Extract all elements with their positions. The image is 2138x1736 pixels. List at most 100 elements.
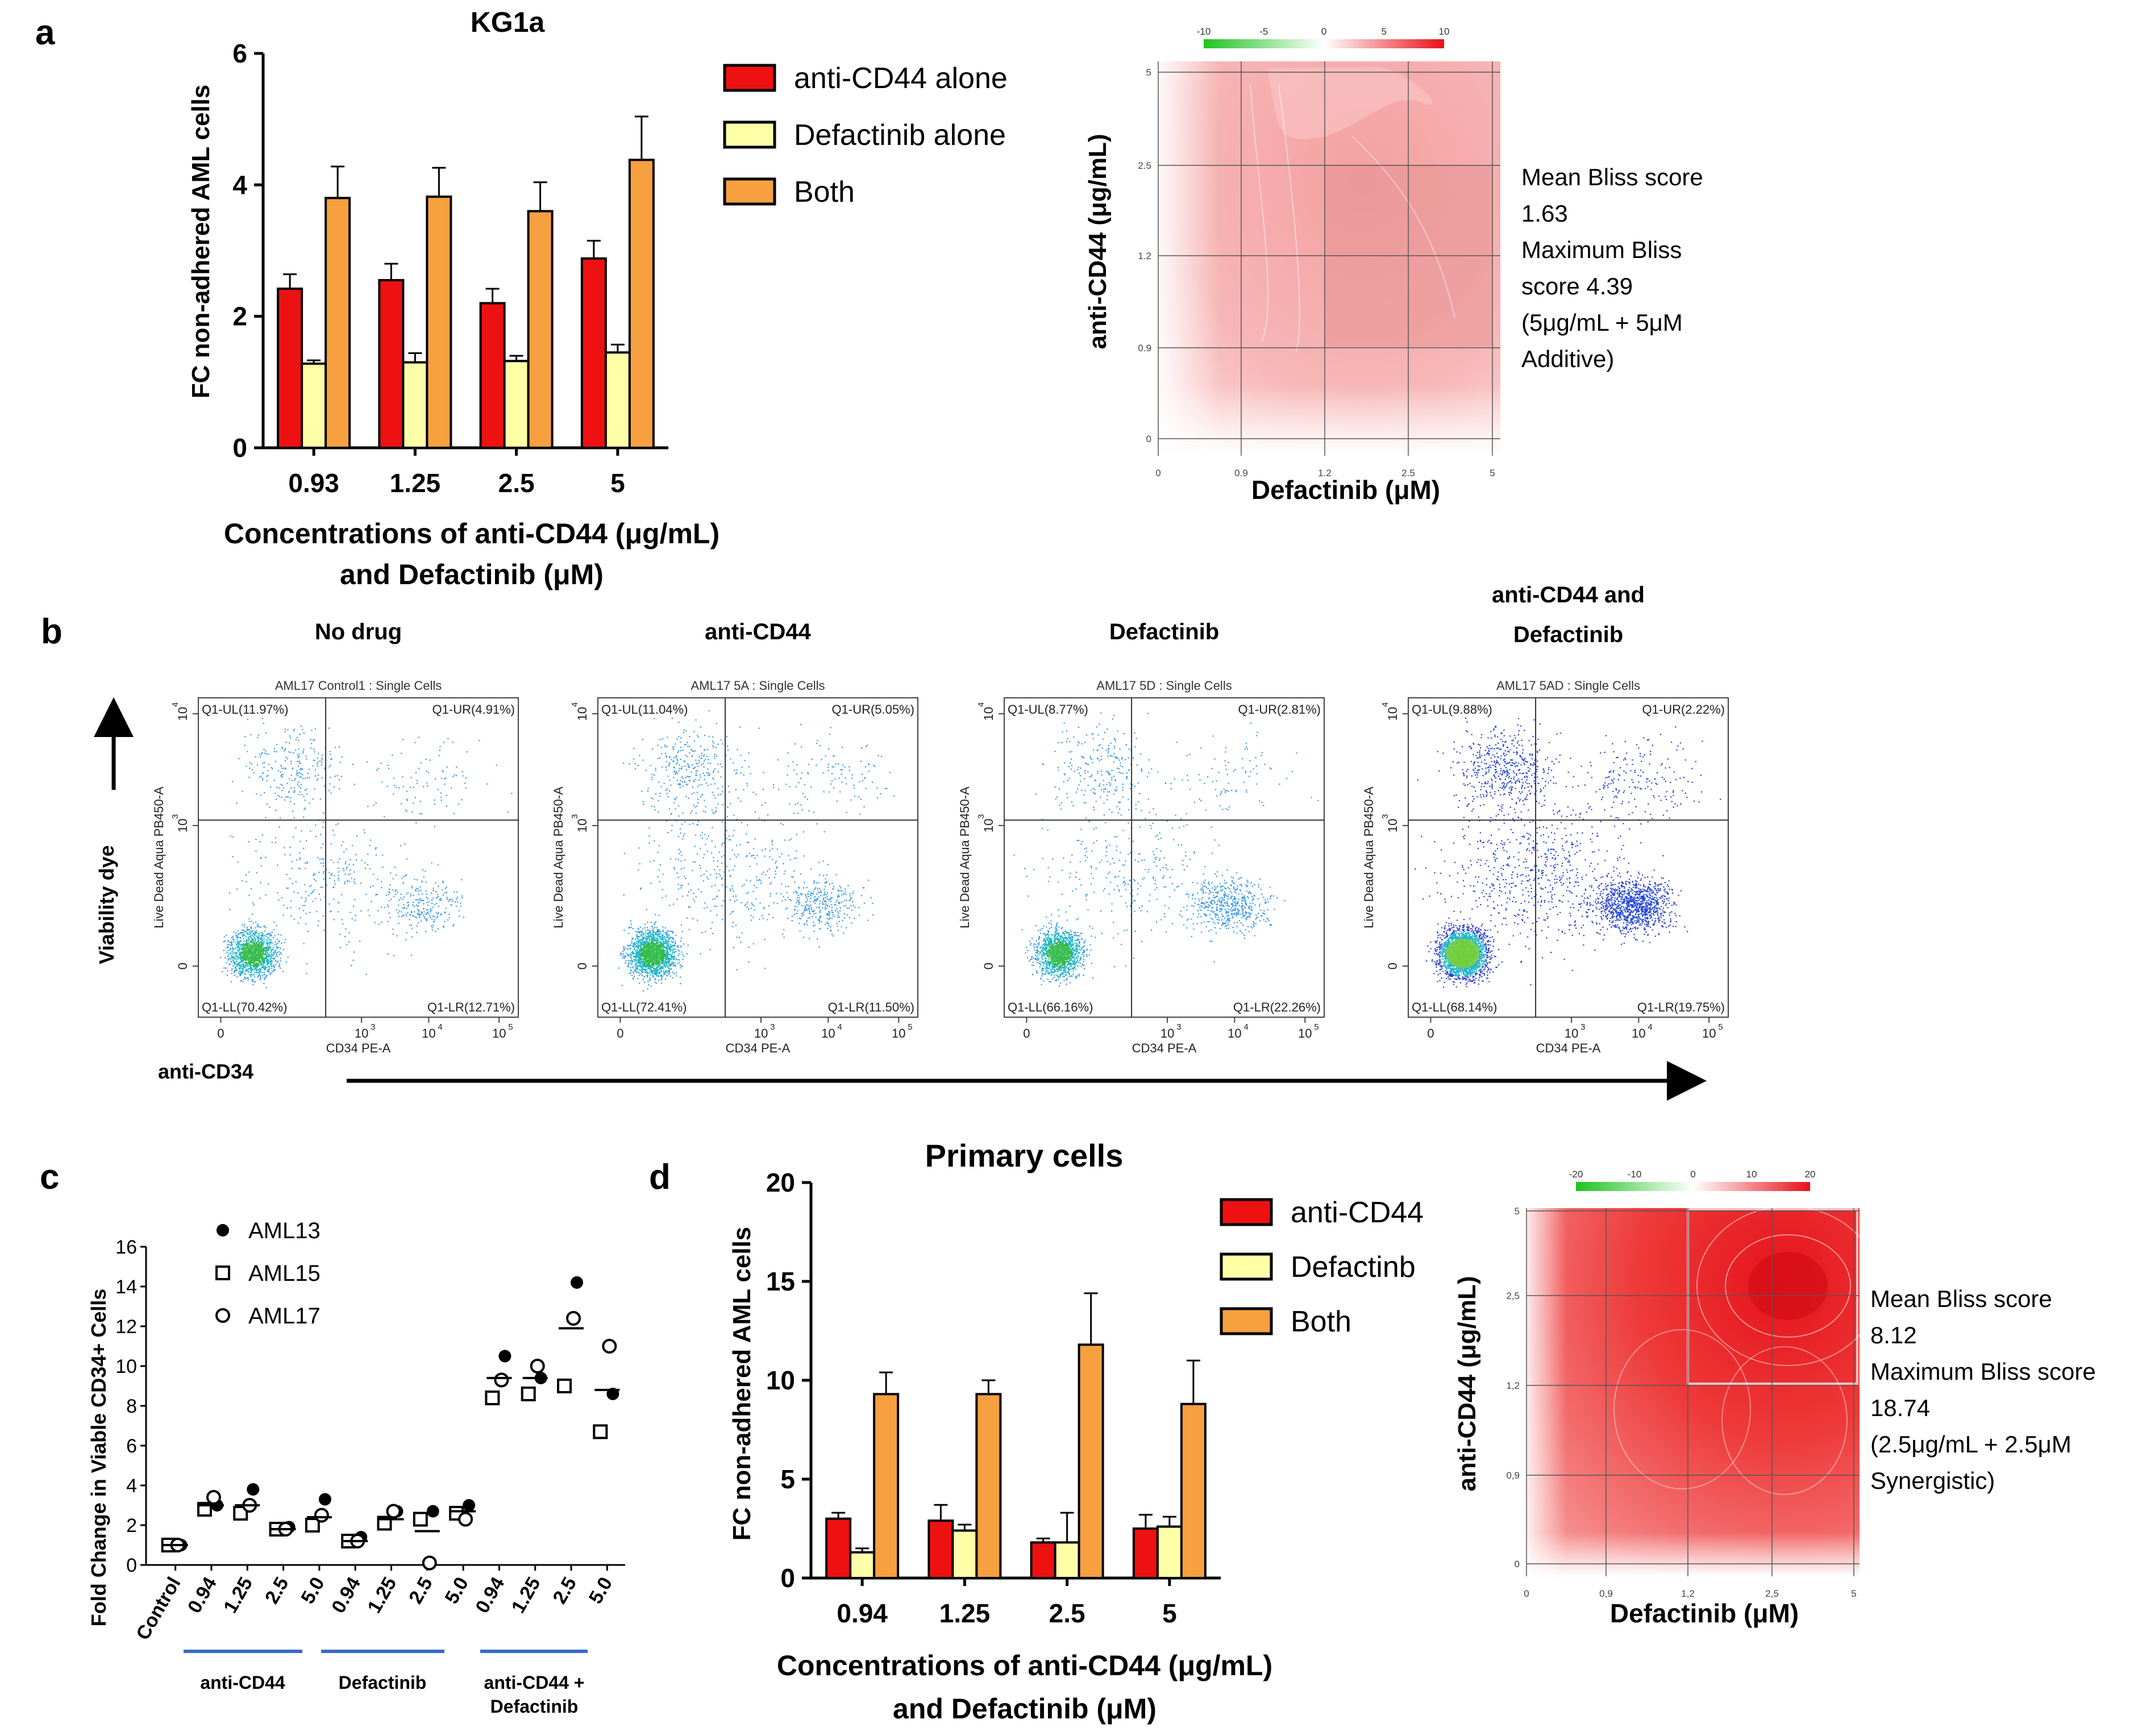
- event-dot: [704, 760, 705, 762]
- event-dot: [453, 923, 455, 926]
- event-dot: [414, 742, 416, 743]
- event-dot: [246, 939, 247, 940]
- event-dot: [276, 961, 278, 963]
- event-dot: [263, 748, 265, 751]
- event-dot: [268, 947, 270, 948]
- event-dot: [339, 858, 340, 860]
- event-dot: [267, 962, 268, 964]
- event-dot: [320, 886, 322, 888]
- event-dot: [627, 948, 629, 950]
- event-dot: [658, 929, 660, 931]
- event-dot: [660, 970, 662, 972]
- event-dot: [727, 806, 729, 808]
- event-dot: [251, 888, 252, 890]
- event-dot: [278, 965, 281, 967]
- event-dot: [801, 746, 802, 748]
- event-dot: [403, 896, 405, 898]
- event-dot: [333, 898, 335, 900]
- event-dot: [627, 965, 629, 967]
- event-dot: [691, 810, 693, 812]
- event-dot: [273, 969, 275, 971]
- event-dot: [818, 918, 820, 919]
- event-dot: [695, 813, 697, 814]
- event-dot: [309, 802, 310, 804]
- event-dot: [865, 766, 867, 768]
- event-dot: [461, 879, 463, 881]
- event-dot: [708, 735, 710, 738]
- event-dot: [671, 717, 673, 719]
- event-dot: [241, 965, 243, 968]
- event-dot: [817, 898, 819, 900]
- event-dot: [297, 760, 299, 763]
- event-dot: [763, 772, 764, 773]
- event-dot: [303, 809, 305, 810]
- event-dot: [650, 921, 652, 923]
- event-dot: [839, 890, 841, 892]
- event-dot: [239, 957, 241, 960]
- event-dot: [418, 914, 420, 916]
- event-dot: [233, 931, 235, 933]
- event-dot: [837, 889, 839, 891]
- event-dot: [227, 974, 228, 976]
- event-dot: [244, 959, 246, 961]
- event-dot: [353, 951, 355, 953]
- event-dot: [636, 934, 638, 936]
- event-dot: [666, 965, 668, 967]
- event-dot: [829, 906, 830, 907]
- event-dot: [876, 787, 878, 789]
- event-dot: [664, 927, 667, 929]
- event-dot: [479, 740, 480, 742]
- event-dot: [629, 944, 630, 946]
- event-dot: [804, 923, 806, 925]
- event-dot: [418, 736, 420, 738]
- event-dot: [223, 967, 225, 969]
- event-dot: [851, 922, 852, 924]
- y-tick-label: 0: [232, 433, 247, 463]
- event-dot: [729, 791, 730, 793]
- event-dot: [411, 887, 413, 889]
- event-dot: [714, 869, 716, 871]
- event-dot: [437, 896, 439, 897]
- event-dot: [269, 786, 272, 788]
- event-dot: [329, 911, 331, 913]
- event-dot: [709, 773, 710, 775]
- event-dot: [835, 901, 837, 903]
- event-dot: [265, 934, 267, 935]
- event-dot: [421, 813, 423, 815]
- event-dot: [251, 921, 252, 922]
- event-dot: [271, 931, 273, 933]
- event-dot: [668, 945, 669, 947]
- event-dot: [269, 961, 272, 963]
- event-dot: [241, 971, 243, 973]
- event-dot: [808, 896, 809, 897]
- event-dot: [246, 929, 248, 930]
- event-dot: [226, 962, 227, 964]
- event-dot: [625, 955, 626, 956]
- event-dot: [257, 937, 259, 939]
- event-dot: [240, 951, 242, 953]
- event-dot: [639, 945, 640, 947]
- event-dot: [854, 787, 855, 789]
- event-dot: [634, 943, 635, 945]
- event-dot: [322, 915, 324, 917]
- event-dot: [258, 944, 260, 946]
- event-dot: [829, 914, 830, 916]
- event-dot: [663, 951, 664, 952]
- event-dot: [284, 748, 286, 751]
- event-dot: [293, 787, 295, 789]
- event-dot: [679, 786, 681, 789]
- event-dot: [729, 803, 731, 805]
- event-dot: [415, 931, 418, 933]
- event-dot: [838, 894, 839, 896]
- event-dot: [454, 901, 456, 903]
- event-dot: [238, 933, 239, 935]
- event-dot: [254, 981, 256, 983]
- event-dot: [688, 929, 691, 931]
- event-dot: [301, 794, 303, 796]
- event-dot: [853, 784, 855, 786]
- event-dot: [318, 920, 319, 922]
- event-dot: [651, 936, 653, 939]
- event-dot: [346, 848, 347, 850]
- event-dot: [801, 913, 803, 914]
